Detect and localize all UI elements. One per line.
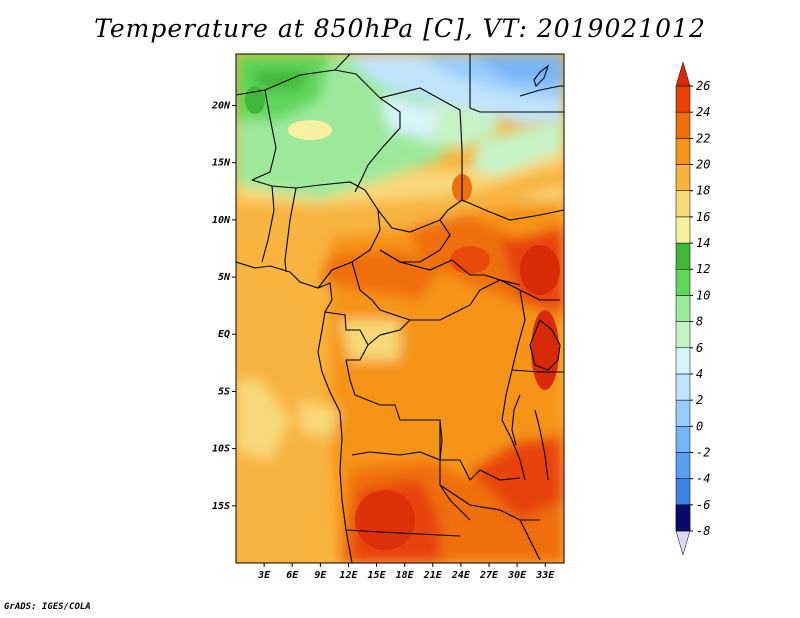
colorbar-label: 10 [696,288,710,302]
y-tick-label: 5S [218,386,230,397]
colorbar-label: -2 [696,445,710,459]
x-tick-label: 6E [286,570,299,581]
x-tick-label: 9E [314,570,327,581]
colorbar-label: 16 [696,210,710,224]
colorbar-segment [675,111,691,139]
colorbar-segment [675,399,691,427]
colorbar-segment [675,216,691,244]
x-tick-label: 15E [368,570,387,581]
colorbar-segment [675,268,691,296]
x-tick-label: 3E [257,570,271,581]
colorbar-segment [675,426,691,453]
x-tick-label: 24E [451,570,471,581]
colorbar-segment [675,295,691,322]
colorbar-segment [675,242,691,270]
y-tick-label: 10N [212,215,231,226]
colorbar-label: 14 [696,236,710,250]
map-title: Temperature at 850hPa [C], VT: 201902101… [94,14,706,43]
colorbar-label: 4 [696,367,703,381]
colorbar-label: 24 [696,105,710,119]
colorbar-label: 8 [696,315,703,329]
colorbar-label: -8 [696,524,710,538]
colorbar-segment [675,164,691,191]
colorbar-label: 2 [696,393,703,407]
country-borders [236,54,564,563]
colorbar-label: -4 [696,472,710,486]
colorbar-segment [675,478,691,506]
colorbar-label: 12 [696,262,710,276]
colorbar-label: 18 [696,184,710,198]
y-tick-label: 5N [218,272,231,283]
x-tick-label: 21E [423,570,443,581]
colorbar-segment [675,347,691,375]
y-tick-label: 10S [212,444,230,455]
colorbar-segment [675,504,691,532]
colorbar-segment [675,138,691,165]
colorbar-segment [675,190,691,218]
x-tick-label: 27E [479,570,499,581]
colorbar-label: 22 [696,131,710,145]
colorbar-segment [675,452,691,479]
colorbar-segment [675,85,691,113]
y-tick-label: EQ [218,329,230,340]
temperature-field [236,54,564,563]
y-axis: 20N 15N 10N 5N EQ 5S 10S 15S [211,100,236,512]
colorbar-label: 26 [696,79,710,93]
colorbar-label: -6 [696,498,710,512]
colorbar-label: 6 [696,341,703,355]
map-frame [235,53,565,564]
x-tick-label: 33E [535,570,555,581]
grads-footer: GrADS: IGES/COLA [4,602,91,612]
colorbar-bottom-triangle [675,530,691,556]
x-tick-label: 12E [339,570,358,581]
x-axis: 3E 6E 9E 12E 15E 18E 21E 24E 27E 30E 33E [257,563,555,581]
colorbar-segment [675,373,691,401]
colorbar-label: 20 [696,158,710,172]
colorbar-label: 0 [696,419,703,433]
y-tick-label: 20N [211,100,231,111]
x-tick-label: 18E [396,570,415,581]
y-tick-label: 15N [212,158,231,169]
x-tick-label: 30E [507,570,527,581]
colorbar-segment [675,321,691,349]
colorbar-top-triangle [675,61,691,87]
y-tick-label: 15S [212,501,230,512]
